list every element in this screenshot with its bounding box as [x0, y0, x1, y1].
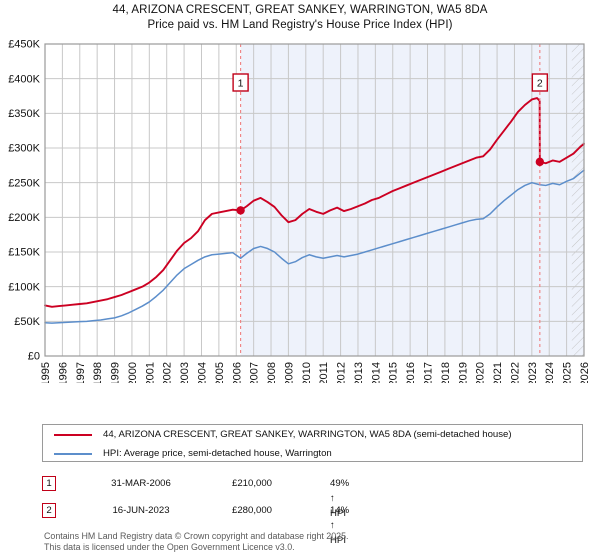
- plot-frame: [44, 43, 585, 357]
- legend-item-property: 44, ARIZONA CRESCENT, GREAT SANKEY, WARR…: [43, 425, 582, 444]
- legend-item-hpi: HPI: Average price, semi-detached house,…: [43, 444, 582, 463]
- x-axis-tick-label: 2012: [336, 362, 348, 383]
- x-axis-tick-label: 2011: [318, 362, 330, 383]
- transaction-hpi-delta-2: 14% ↑ HPI: [330, 505, 350, 546]
- x-axis-tick-label: 2025: [562, 362, 574, 383]
- x-axis-tick-label: 2005: [214, 362, 226, 383]
- series-line-property: [44, 97, 585, 308]
- transaction-hpi-delta-1: 49% ↑ HPI: [330, 478, 350, 519]
- x-axis-tick-label: 2023: [527, 362, 539, 383]
- y-axis-labels: £0 £50K £100K £150K £200K £250K £300K £350K £400…: [8, 39, 40, 363]
- series-line-hpi: [44, 169, 585, 324]
- title-line-1: 44, ARIZONA CRESCENT, GREAT SANKEY, WARR…: [112, 4, 488, 16]
- event-label-number: 1: [238, 78, 244, 90]
- y-axis-tick-label: £50K: [14, 316, 40, 328]
- x-axis-tick-label: 2024: [544, 362, 556, 383]
- x-axis-tick-label: 1998: [92, 362, 104, 383]
- page-title: 44, ARIZONA CRESCENT, GREAT SANKEY, WARR…: [0, 3, 600, 33]
- x-axis-tick-label: 2016: [405, 362, 417, 383]
- y-axis-tick-label: £300K: [8, 143, 40, 155]
- x-axis-tick-label: 2004: [196, 362, 208, 383]
- y-axis-tick-label: £150K: [8, 247, 40, 259]
- x-axis-tick-label: 2010: [301, 362, 313, 383]
- footer-line-2: This data is licensed under the Open Gov…: [44, 541, 295, 552]
- x-axis-tick-label: 2014: [370, 362, 382, 383]
- transaction-price-1: £210,000: [231, 478, 272, 489]
- hatched-projection-region: [571, 44, 584, 356]
- chart-plot-area: £0 £50K £100K £150K £200K £250K £300K £350K £400…: [0, 38, 600, 383]
- y-axis-tick-label: £400K: [8, 73, 40, 85]
- x-axis-tick-label: 2019: [457, 362, 469, 383]
- y-axis-tick-label: £350K: [8, 108, 40, 120]
- x-axis-tick-label: 2000: [127, 362, 139, 383]
- x-axis-tick-label: 2018: [440, 362, 452, 383]
- x-axis-tick-label: 2001: [144, 362, 156, 383]
- shaded-span-region: [240, 44, 584, 356]
- y-axis-tick-label: £100K: [8, 281, 40, 293]
- x-axis-tick-label: 2006: [231, 362, 243, 383]
- data-series-layer: [44, 97, 585, 324]
- transaction-marker-number-1: 1: [42, 476, 56, 491]
- x-axis-tick-label: 2013: [353, 362, 365, 383]
- x-axis-labels: 1995 1996 1997 1998 1999 2000 2001 2002 2003 2004…: [40, 362, 591, 383]
- x-axis-tick-label: 2015: [388, 362, 400, 383]
- legend-color-swatch-property: [54, 433, 92, 436]
- x-axis-tick-label: 2008: [266, 362, 278, 383]
- chart-legend: 44, ARIZONA CRESCENT, GREAT SANKEY, WARR…: [42, 424, 583, 462]
- x-axis-tick-label: 2003: [179, 362, 191, 383]
- y-axis-tick-label: £450K: [8, 39, 40, 51]
- y-axis-tick-label: £200K: [8, 212, 40, 224]
- event-point-marker[interactable]: [535, 157, 545, 167]
- event-label-box[interactable]: [531, 73, 549, 92]
- chart-svg: £0 £50K £100K £150K £200K £250K £300K £350K £400…: [8, 39, 591, 383]
- x-axis-tick-label: 1995: [40, 362, 52, 383]
- footer-attribution: Contains HM Land Registry data © Crown c…: [44, 531, 584, 552]
- x-axis-tick-label: 1997: [75, 362, 87, 383]
- x-axis-tick-label: 2020: [475, 362, 487, 383]
- plot-border: [44, 43, 585, 357]
- legend-label-property: 44, ARIZONA CRESCENT, GREAT SANKEY, WARR…: [103, 429, 512, 440]
- event-label-box[interactable]: [232, 73, 249, 92]
- transaction-date-1: 31-MAR-2006: [111, 478, 171, 489]
- shaded-span-layer: [240, 44, 584, 356]
- x-axis-tick-label: 1999: [110, 362, 122, 383]
- legend-label-hpi: HPI: Average price, semi-detached house,…: [103, 448, 332, 459]
- x-axis-tick-label: 2007: [249, 362, 261, 383]
- x-axis-tick-label: 2002: [162, 362, 174, 383]
- x-axis-tick-label: 2026: [579, 362, 591, 383]
- y-axis-tick-label: £0: [28, 351, 40, 363]
- legend-color-swatch-hpi: [54, 452, 92, 455]
- event-label-number: 2: [537, 78, 543, 90]
- footer-line-1: Contains HM Land Registry data © Crown c…: [44, 531, 349, 541]
- x-axis-tick-label: 2022: [509, 362, 521, 383]
- transaction-price-2: £280,000: [231, 505, 272, 516]
- x-axis-tick-label: 1996: [57, 362, 69, 383]
- x-axis-tick-label: 2009: [283, 362, 295, 383]
- event-point-marker[interactable]: [236, 206, 245, 215]
- title-line-2: Price paid vs. HM Land Registry's House …: [147, 19, 453, 31]
- x-axis-tick-label: 2021: [492, 362, 504, 383]
- transaction-marker-number-2: 2: [42, 503, 56, 518]
- x-axis-tick-label: 2017: [423, 362, 435, 383]
- y-axis-tick-label: £250K: [8, 177, 40, 189]
- transaction-date-2: 16-JUN-2023: [112, 505, 170, 516]
